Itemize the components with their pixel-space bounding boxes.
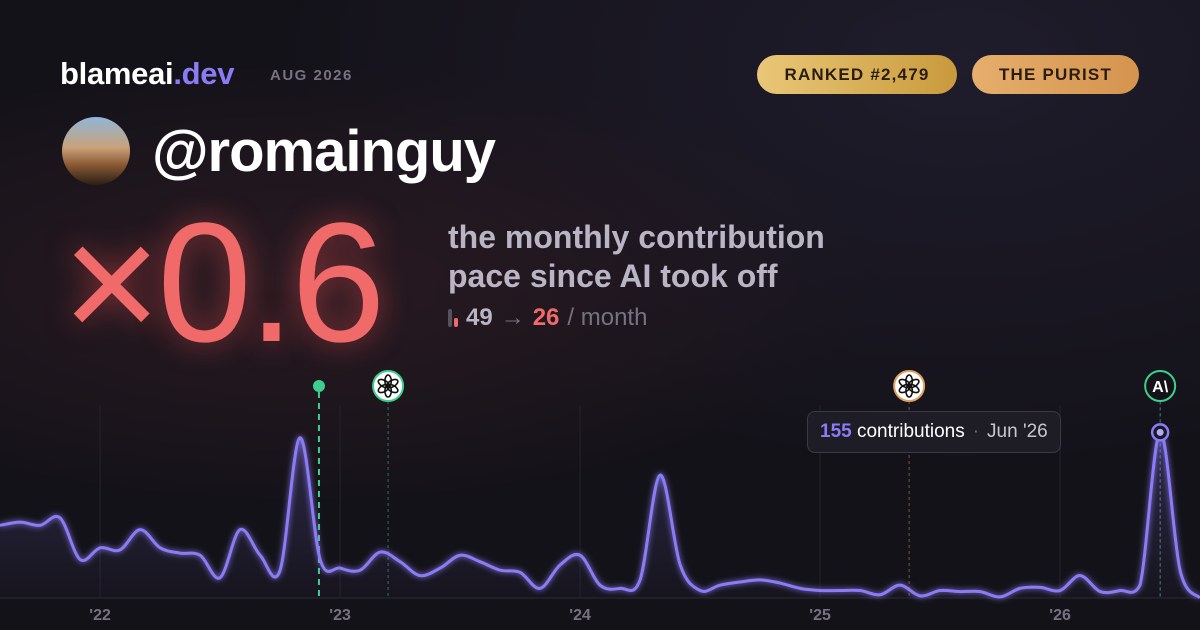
event-openai (893, 370, 926, 598)
avatar (62, 117, 130, 185)
site-name: blameai.dev (60, 56, 235, 92)
x-tick-label: '22 (89, 607, 111, 624)
before: 49 (466, 304, 493, 331)
unit: / month (567, 304, 648, 331)
highlight-dot (1156, 428, 1164, 436)
handle: @romainguy (152, 119, 496, 184)
multiplier: ×0.6 (62, 188, 386, 378)
arrow: → (500, 304, 525, 331)
event-icon (372, 370, 405, 402)
x-tick-label: '23 (329, 607, 351, 624)
logo-petal (377, 378, 390, 389)
x-tick-label: '25 (809, 607, 831, 624)
title-badge: THE PURIST (972, 55, 1139, 94)
stats-icon (448, 309, 458, 327)
x-tick-label: '24 (569, 607, 591, 624)
separator: · (972, 421, 980, 442)
line (0, 430, 1200, 600)
x-tick-label: '26 (1049, 607, 1071, 624)
tooltip-value: 155 (820, 421, 852, 442)
tooltip-date: Jun '26 (987, 421, 1048, 442)
event-label: A\ (1152, 379, 1169, 396)
event-dot (312, 380, 325, 598)
site: blameai (60, 56, 174, 91)
area (0, 432, 1200, 598)
event-dot (312, 380, 325, 392)
date: AUG 2026 (270, 67, 353, 84)
caption-line: the monthly contribution (448, 219, 825, 255)
rank-badge: RANKED #2,479 (757, 55, 957, 94)
after: 26 (532, 304, 560, 331)
logo-petal (898, 378, 912, 389)
tooltip: 155 contributions · Jun '26 (807, 411, 1061, 453)
event-icon (893, 370, 926, 402)
caption-line: pace since AI took off (448, 258, 778, 294)
tooltip-text: contributions (856, 421, 965, 442)
tld: .dev (173, 56, 235, 91)
stats: 49 → 26 / month (448, 304, 647, 332)
event-icon (1144, 370, 1177, 402)
